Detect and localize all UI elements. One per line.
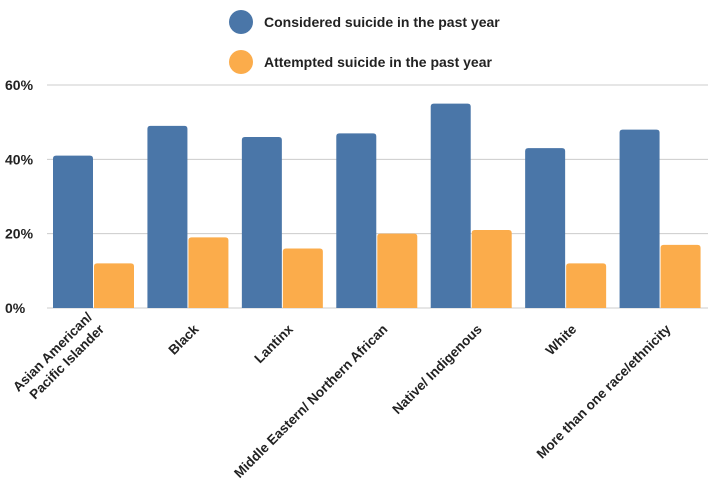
bar-series-1-5: [430, 103, 471, 308]
bars: [53, 103, 701, 308]
x-tick-label-line: Middle Eastern/ Northern African: [231, 322, 390, 481]
y-tick-label: 40%: [5, 151, 34, 167]
bar-series-2-3: [282, 248, 323, 308]
bar-series-2-6: [566, 263, 607, 308]
bar-series-2-2: [188, 237, 229, 308]
bar-series-1-3: [241, 137, 282, 308]
bar-series-2-4: [377, 233, 418, 308]
x-tick-label-line: Lantinx: [251, 321, 296, 366]
y-tick-label: 20%: [5, 226, 34, 242]
x-axis-labels: Asian American/Pacific Islander Black Lant…: [10, 309, 674, 481]
y-tick-label: 60%: [5, 77, 34, 93]
bar-series-1-4: [336, 133, 377, 308]
bar-series-1-1: [53, 155, 93, 308]
x-tick-label-line: Native/ Indigenous: [389, 322, 484, 417]
bar-series-1-6: [525, 148, 566, 308]
x-tick-label: Black: [165, 321, 201, 357]
legend-marker-1: [229, 10, 253, 34]
y-tick-label: 0%: [5, 300, 26, 316]
bar-series-1-7: [619, 129, 660, 308]
legend-marker-2: [229, 50, 253, 74]
x-tick-label: Middle Eastern/ Northern African: [231, 322, 390, 481]
x-tick-label: Asian American/Pacific Islander: [10, 309, 108, 402]
x-tick-label-line: Black: [165, 321, 201, 357]
x-tick-label: Native/ Indigenous: [389, 322, 484, 417]
legend-label-2: Attempted suicide in the past year: [264, 54, 492, 70]
x-tick-label-line: White: [543, 321, 580, 358]
x-tick-label: White: [543, 321, 580, 358]
bar-series-2-1: [94, 263, 134, 308]
bar-series-1-2: [147, 125, 188, 308]
legend-label-1: Considered suicide in the past year: [264, 14, 500, 30]
chart-legend: Considered suicide in the past year Attem…: [229, 10, 500, 74]
x-tick-label: Lantinx: [251, 321, 296, 366]
bar-series-2-5: [471, 229, 512, 308]
y-axis-ticks: 0% 20% 40% 60%: [5, 77, 34, 316]
bar-series-2-7: [660, 244, 701, 308]
